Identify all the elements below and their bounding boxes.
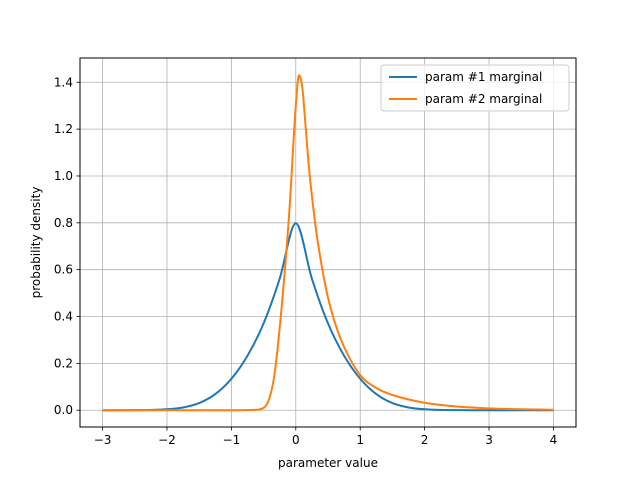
- y-tick-label: 0.2: [54, 356, 73, 370]
- y-tick-label: 0.6: [54, 263, 73, 277]
- x-tick-label: −3: [94, 433, 112, 447]
- x-tick-label: 0: [292, 433, 300, 447]
- x-tick-label: 3: [485, 433, 493, 447]
- ticks: −3 −2 −1 0 1 2 3 4 0.0 0.2 0.4 0.6 0.8 1.0 1.2 1.4: [54, 75, 557, 447]
- x-tick-label: 2: [421, 433, 429, 447]
- x-tick-label: −1: [223, 433, 241, 447]
- legend: param #1 marginal param #2 marginal: [380, 64, 570, 112]
- y-tick-label: 0.0: [54, 403, 73, 417]
- plot-frame: [79, 57, 577, 428]
- y-tick-label: 1.0: [54, 169, 73, 183]
- legend-entry-2: param #2 marginal: [425, 92, 542, 106]
- y-tick-label: 0.4: [54, 310, 73, 324]
- x-tick-label: 4: [550, 433, 558, 447]
- x-axis-label: parameter value: [278, 456, 378, 470]
- grid: [80, 58, 576, 427]
- series-layer: [102, 74, 554, 412]
- series-line-1: [102, 222, 554, 412]
- y-tick-label: 1.2: [54, 122, 73, 136]
- y-tick-label: 1.4: [54, 75, 73, 89]
- y-axis-label: probability density: [29, 187, 43, 299]
- x-tick-label: −2: [158, 433, 176, 447]
- legend-entry-1: param #1 marginal: [425, 70, 542, 84]
- legend-box: [380, 64, 570, 112]
- series-line-2: [102, 74, 554, 412]
- y-tick-label: 0.8: [54, 216, 73, 230]
- x-tick-label: 1: [356, 433, 364, 447]
